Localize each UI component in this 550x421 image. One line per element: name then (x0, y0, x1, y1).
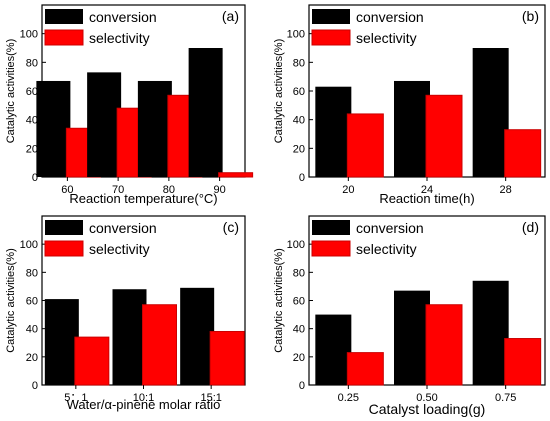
y-tick-label: 20 (293, 143, 305, 155)
y-tick-label: 80 (293, 57, 305, 69)
chart-panel-2: 0 20 40 60 80 100 20 24 28 conversion selectivity (… (273, 4, 546, 206)
x-tick-label: 28 (500, 184, 512, 196)
chart-panel-3: 0 20 40 60 80 100 5：1 10:1 15:1 conversion selecti… (5, 215, 246, 412)
bar-conversion (394, 290, 430, 385)
panel-label: (d) (522, 219, 539, 235)
x-tick-label: 0.75 (495, 392, 516, 404)
x-axis-label: Catalyst loading(g) (369, 401, 486, 417)
x-tick-label: 5：1 (64, 392, 87, 404)
panel-label: (a) (222, 8, 239, 24)
bar-selectivity (74, 336, 110, 386)
legend-label-selectivity: selectivity (89, 241, 150, 257)
y-axis-label: Catalytic activities(%) (273, 39, 285, 144)
y-tick-label: 40 (26, 115, 38, 127)
legend-label-conversion: conversion (356, 220, 424, 236)
y-tick-label: 0 (32, 172, 38, 184)
y-tick-label: 0 (32, 380, 38, 392)
y-tick-label: 60 (26, 296, 38, 308)
legend-swatch-selectivity (44, 240, 84, 257)
bar-conversion (137, 80, 172, 177)
bar-conversion (315, 314, 352, 385)
y-tick-label: 20 (293, 352, 305, 364)
bar-selectivity (209, 330, 245, 386)
x-tick-label: 60 (61, 184, 73, 196)
y-tick-label: 40 (26, 324, 38, 336)
y-tick-label: 60 (293, 86, 305, 98)
bar-conversion (315, 86, 352, 177)
y-tick-label: 40 (293, 115, 305, 127)
y-tick-label: 100 (20, 29, 38, 41)
y-tick-label: 80 (293, 267, 305, 279)
legend-swatch-selectivity (44, 29, 84, 46)
y-tick-label: 100 (287, 239, 305, 251)
legend-swatch-conversion (312, 9, 350, 24)
legend-swatch-conversion (45, 220, 83, 235)
y-tick-label: 20 (26, 143, 38, 155)
bar-conversion (472, 280, 509, 385)
legend-label-conversion: conversion (89, 9, 157, 25)
bar-selectivity (346, 352, 384, 386)
legend-swatch-conversion (312, 220, 350, 235)
legend-label-selectivity: selectivity (356, 30, 417, 46)
chart-panel-1: 0 20 40 60 80 100 60 70 80 90 conversion selectivit… (5, 4, 254, 206)
y-tick-label: 0 (299, 380, 305, 392)
bar-selectivity (504, 338, 542, 386)
y-tick-label: 0 (299, 172, 305, 184)
x-tick-label: 70 (112, 184, 124, 196)
y-tick-label: 100 (287, 29, 305, 41)
legend-label-conversion: conversion (356, 9, 424, 25)
legend-swatch-conversion (45, 9, 83, 24)
y-tick-label: 40 (293, 324, 305, 336)
legend-label-selectivity: selectivity (356, 241, 417, 257)
bar-selectivity (425, 94, 463, 178)
bar-conversion (36, 80, 71, 177)
bar-conversion (472, 48, 509, 177)
x-tick-label: 80 (163, 184, 175, 196)
x-tick-label: 0.50 (416, 392, 437, 404)
bar-selectivity (346, 113, 384, 178)
panel-label: (c) (223, 219, 239, 235)
bar-conversion (188, 48, 223, 177)
bar-conversion (44, 299, 79, 385)
y-tick-label: 60 (26, 86, 38, 98)
x-tick-label: 20 (342, 184, 354, 196)
bar-conversion (394, 80, 430, 177)
chart-panel-4: 0 20 40 60 80 100 0.25 0.50 0.75 conversion select… (273, 215, 546, 417)
x-axis-label: Reaction time(h) (379, 191, 474, 206)
x-axis-label: Water/α-pinene molar ratio (67, 397, 221, 412)
x-axis-label: Reaction temperature(°C) (69, 191, 217, 206)
panel-label: (b) (522, 8, 539, 24)
legend-swatch-selectivity (311, 29, 351, 46)
bar-conversion (87, 72, 122, 177)
bar-selectivity (425, 304, 463, 386)
x-tick-label: 24 (421, 184, 433, 196)
y-tick-label: 80 (26, 267, 38, 279)
y-tick-label: 80 (26, 57, 38, 69)
y-axis-label: Catalytic activities(%) (273, 248, 285, 353)
bar-selectivity (142, 304, 177, 386)
legend-label-selectivity: selectivity (89, 30, 150, 46)
bar-selectivity (218, 172, 254, 178)
bar-selectivity (504, 129, 542, 178)
x-tick-label: 15:1 (200, 392, 221, 404)
y-tick-label: 20 (26, 352, 38, 364)
x-tick-label: 90 (214, 184, 226, 196)
y-tick-label: 60 (293, 296, 305, 308)
legend-swatch-selectivity (311, 240, 351, 257)
y-tick-label: 100 (20, 239, 38, 251)
x-tick-label: 0.25 (338, 392, 359, 404)
bar-conversion (112, 289, 147, 385)
legend-label-conversion: conversion (89, 220, 157, 236)
y-axis-label: Catalytic activities(%) (5, 248, 17, 353)
x-tick-label: 10:1 (133, 392, 154, 404)
y-axis-label: Catalytic activities(%) (5, 39, 17, 144)
bar-conversion (180, 287, 215, 385)
